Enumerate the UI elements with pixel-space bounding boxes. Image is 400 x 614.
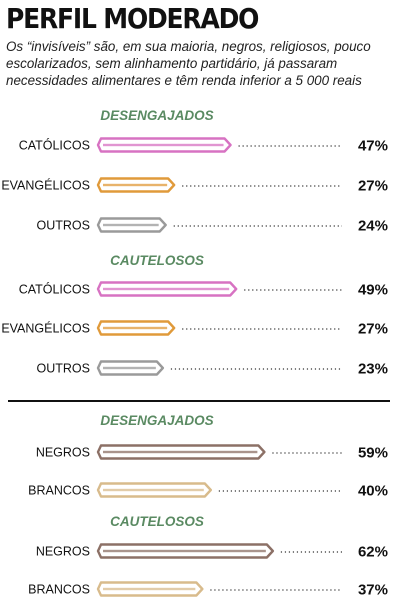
bar-highlight xyxy=(103,223,159,227)
category-label: OUTROS xyxy=(37,219,90,233)
category-label: EVANGÉLICOS xyxy=(1,321,90,336)
bar-highlight xyxy=(103,587,196,591)
page-title: PERFIL MODERADO xyxy=(6,2,259,35)
page-subtitle: Os “invisíveis” são, em sua maioria, neg… xyxy=(6,39,371,88)
bar-highlight xyxy=(103,488,204,492)
value-label: 37% xyxy=(358,582,388,599)
bar-highlight xyxy=(103,549,266,553)
bar-highlight xyxy=(103,326,168,330)
value-label: 24% xyxy=(358,218,388,235)
category-label: BRANCOS xyxy=(28,583,90,597)
bar-highlight xyxy=(103,183,168,187)
value-label: 27% xyxy=(358,178,388,195)
value-label: 49% xyxy=(358,282,388,299)
category-label: NEGROS xyxy=(36,545,90,559)
section-heading: DESENGAJADOS xyxy=(100,108,213,123)
section-divider xyxy=(8,400,390,402)
bar-highlight xyxy=(103,287,230,291)
bar-highlight xyxy=(103,143,224,147)
category-label: CATÓLICOS xyxy=(19,282,90,297)
category-label: EVANGÉLICOS xyxy=(1,178,90,193)
value-label: 47% xyxy=(358,138,388,155)
category-label: OUTROS xyxy=(37,362,90,376)
value-label: 40% xyxy=(358,483,388,500)
value-label: 59% xyxy=(358,445,388,462)
value-label: 62% xyxy=(358,544,388,561)
category-label: NEGROS xyxy=(36,446,90,460)
category-label: CATÓLICOS xyxy=(19,138,90,153)
value-label: 23% xyxy=(358,361,388,378)
section-heading: CAUTELOSOS xyxy=(110,253,204,268)
value-label: 27% xyxy=(358,321,388,338)
section-heading: CAUTELOSOS xyxy=(110,514,204,529)
bar-highlight xyxy=(103,450,258,454)
category-label: BRANCOS xyxy=(28,484,90,498)
bar-highlight xyxy=(103,366,156,370)
section-heading: DESENGAJADOS xyxy=(100,413,213,428)
